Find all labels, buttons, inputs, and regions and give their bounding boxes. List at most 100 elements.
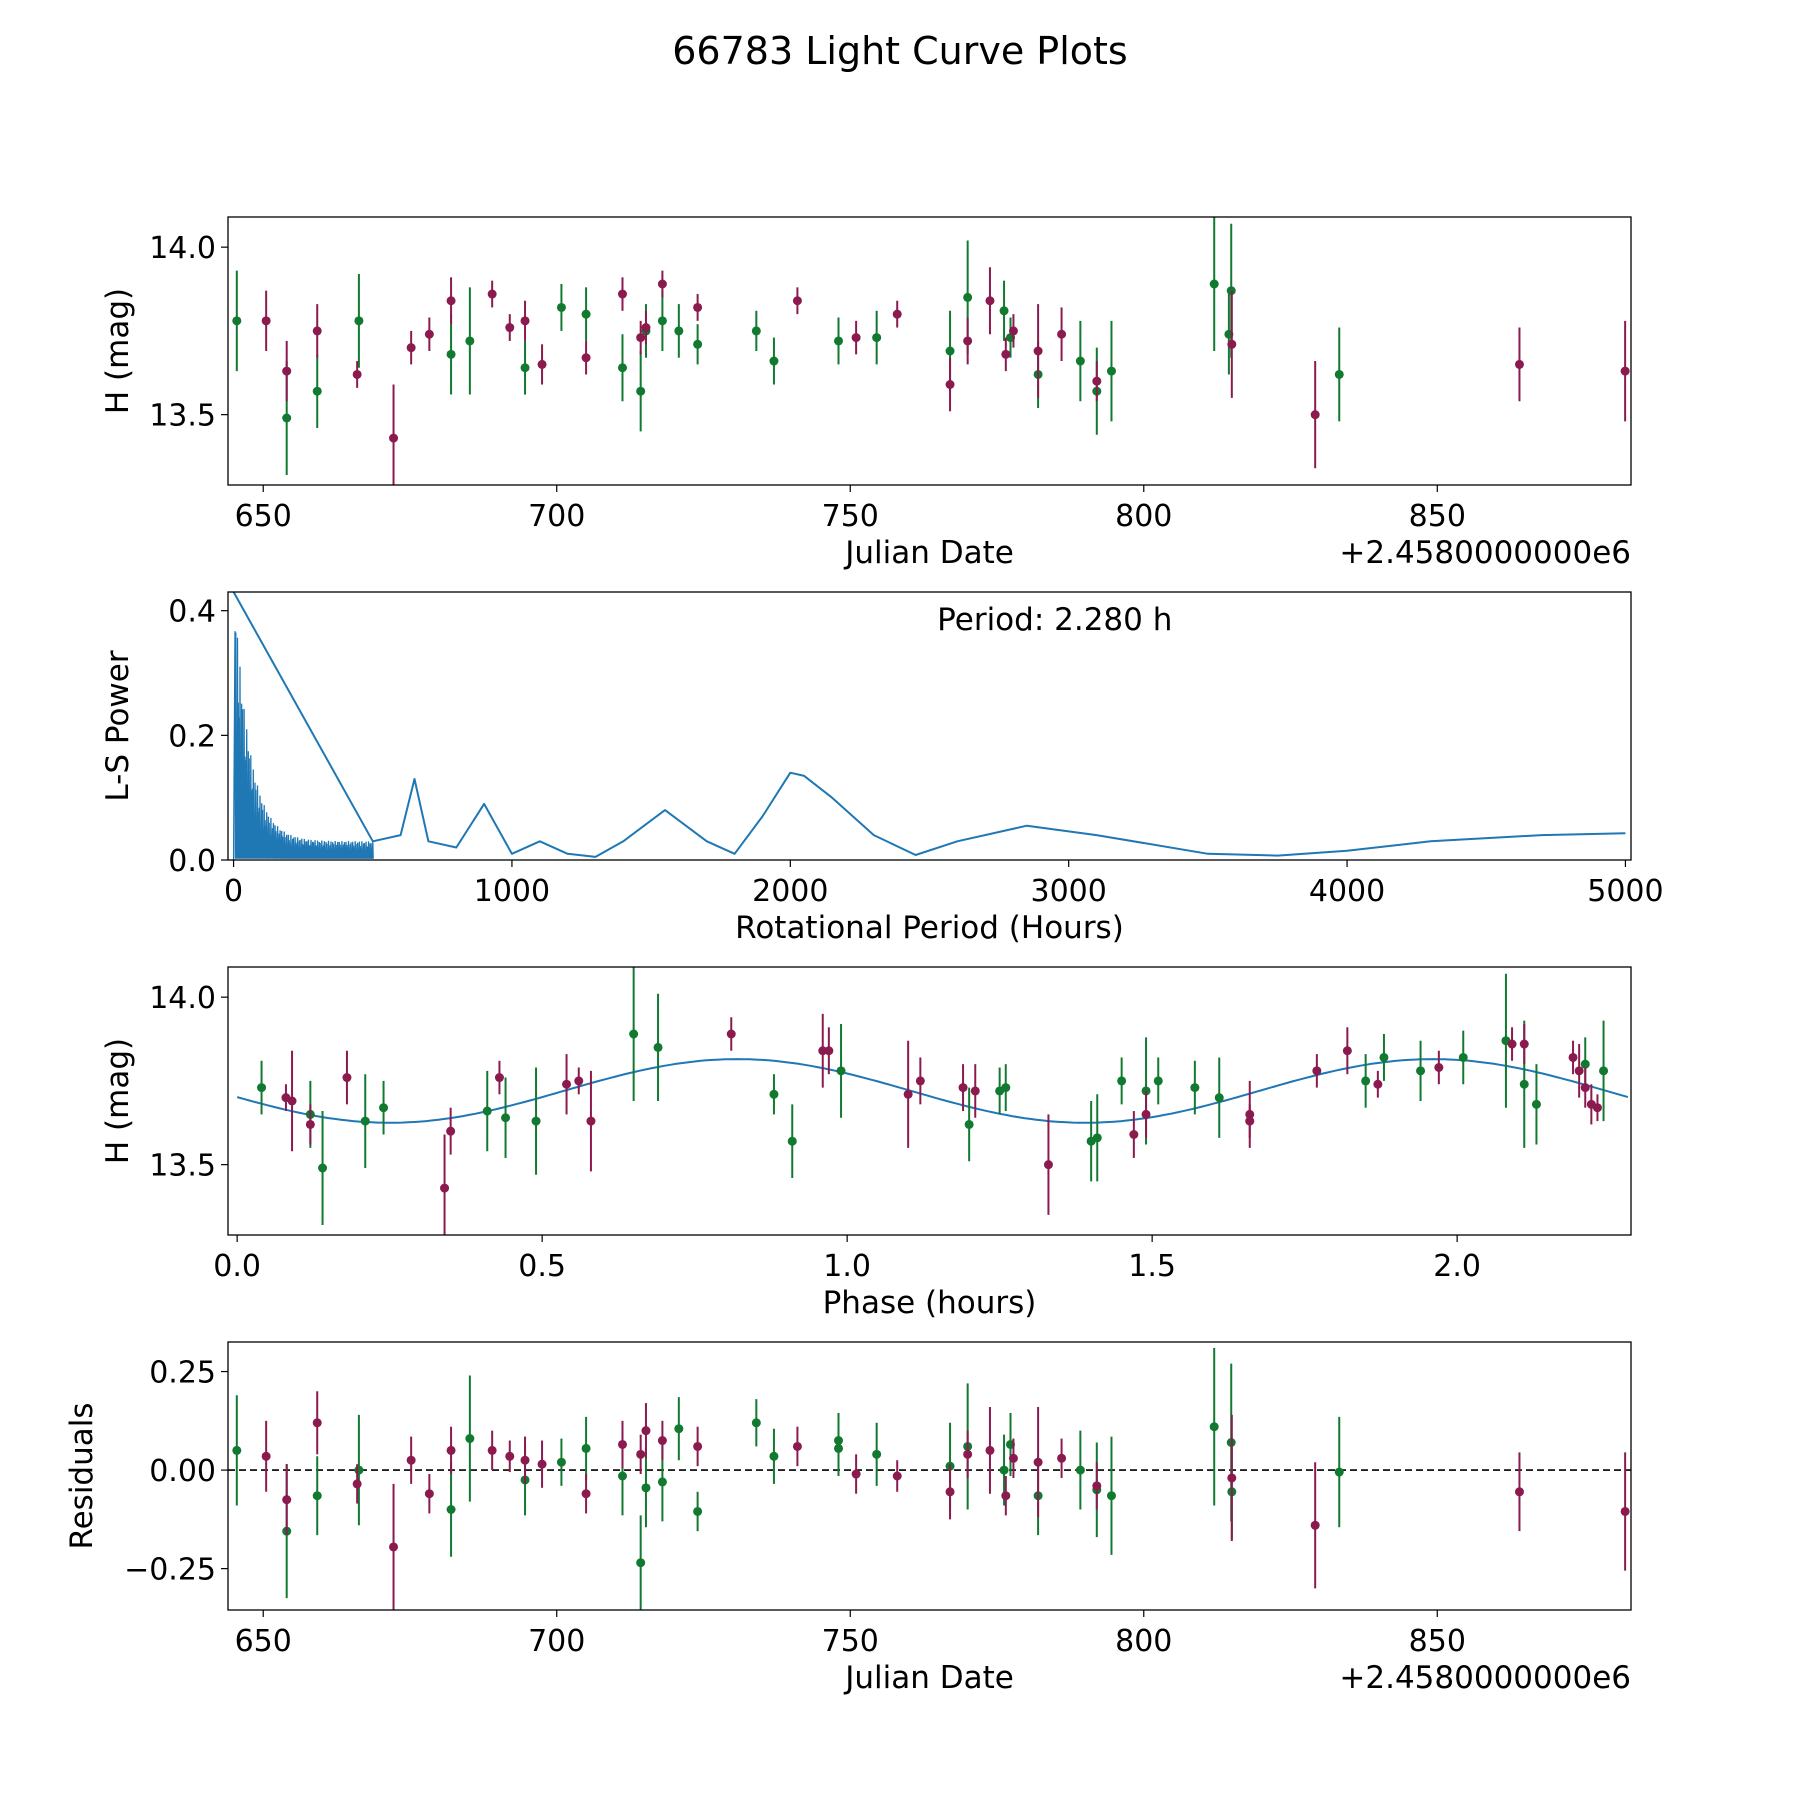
data-point xyxy=(1310,1520,1320,1530)
data-point xyxy=(872,1449,882,1459)
data-point xyxy=(1092,1481,1102,1491)
x-tick-label: 5000 xyxy=(1587,874,1663,909)
data-point xyxy=(1620,1506,1630,1516)
data-point xyxy=(1209,279,1219,289)
data-point xyxy=(424,329,434,339)
x-tick-label: 650 xyxy=(235,499,292,534)
data-point xyxy=(892,1471,902,1481)
data-point xyxy=(1106,366,1116,376)
x-tick-label: 700 xyxy=(528,1624,585,1659)
y-tick-label: 0.25 xyxy=(149,1356,216,1391)
data-point xyxy=(945,380,955,389)
data-point xyxy=(915,1076,925,1086)
data-point xyxy=(834,336,844,346)
data-point xyxy=(446,349,456,359)
data-point xyxy=(1507,1039,1517,1049)
x-tick-label: 750 xyxy=(822,1624,879,1659)
data-point xyxy=(792,296,802,306)
data-point xyxy=(963,1449,973,1459)
data-point xyxy=(1334,369,1344,379)
data-point xyxy=(537,359,547,369)
axes-frame xyxy=(227,966,1632,1236)
data-point xyxy=(446,1126,456,1136)
data-point xyxy=(641,1483,651,1493)
data-point xyxy=(657,1477,667,1487)
data-point xyxy=(1075,356,1085,366)
y-axis-label: Residuals xyxy=(64,1402,100,1549)
data-point xyxy=(1001,1491,1011,1501)
data-point xyxy=(963,336,973,346)
series-purple xyxy=(261,1391,1630,1610)
data-point xyxy=(657,316,667,326)
x-tick-label: 800 xyxy=(1115,499,1172,534)
data-point xyxy=(232,1445,242,1455)
data-point xyxy=(312,326,322,336)
data-point xyxy=(1227,1473,1237,1483)
data-point xyxy=(751,1418,761,1428)
plot-area xyxy=(228,1347,1631,1610)
data-point xyxy=(1416,1066,1426,1076)
y-tick-label: −0.25 xyxy=(124,1553,216,1588)
data-point xyxy=(1514,1487,1524,1497)
data-point xyxy=(636,333,646,343)
data-point xyxy=(1531,1099,1541,1109)
data-point xyxy=(505,323,515,333)
data-point xyxy=(1519,1039,1529,1049)
data-point xyxy=(352,369,362,379)
data-point xyxy=(354,316,364,326)
data-point xyxy=(1568,1052,1578,1062)
data-point xyxy=(1574,1066,1584,1076)
data-point xyxy=(406,343,416,353)
plot-area xyxy=(232,217,1630,485)
data-point xyxy=(851,1469,861,1479)
data-point xyxy=(446,296,456,306)
data-point xyxy=(693,1441,703,1451)
data-point xyxy=(556,1457,566,1467)
data-point xyxy=(945,346,955,356)
data-point xyxy=(1008,1453,1018,1463)
data-point xyxy=(999,1465,1009,1475)
x-tick-label: 2000 xyxy=(752,874,828,909)
x-axis-label: Phase (hours) xyxy=(823,1285,1037,1321)
data-point xyxy=(1106,1491,1116,1501)
panel-phased-curve: 0.0 0.5 1.0 1.5 2.0 13.5 14.0 Phase (hours) H (m… xyxy=(100,966,1632,1321)
data-point xyxy=(1092,1133,1102,1143)
data-point xyxy=(1001,349,1011,359)
data-point xyxy=(531,1116,541,1126)
data-point xyxy=(1141,1109,1151,1119)
data-point xyxy=(581,309,591,319)
data-point xyxy=(653,1042,663,1052)
data-point xyxy=(505,1451,515,1461)
x-tick-label: 650 xyxy=(235,1624,292,1659)
data-point xyxy=(792,1441,802,1451)
data-point xyxy=(617,1439,627,1449)
fit-curve xyxy=(236,1058,1629,1124)
data-point xyxy=(1057,329,1067,339)
data-point xyxy=(581,353,591,363)
data-point xyxy=(574,1076,584,1086)
x-tick-label: 1.5 xyxy=(1128,1249,1176,1284)
data-point xyxy=(360,1116,370,1126)
data-point xyxy=(1214,1093,1224,1103)
x-axis-label: Julian Date xyxy=(843,1660,1014,1696)
data-point xyxy=(1342,1046,1352,1056)
periodogram-spikes xyxy=(232,631,374,860)
data-point xyxy=(958,1083,968,1093)
data-point xyxy=(446,1445,456,1455)
data-point xyxy=(261,316,271,326)
data-point xyxy=(440,1183,450,1193)
y-tick-label: 0.4 xyxy=(168,595,216,630)
data-point xyxy=(1434,1063,1444,1072)
data-point xyxy=(1190,1083,1200,1093)
data-point xyxy=(985,296,995,306)
data-point xyxy=(970,1086,980,1096)
data-point xyxy=(945,1487,955,1497)
data-point xyxy=(836,1066,846,1076)
data-point xyxy=(1334,1467,1344,1477)
data-point xyxy=(1379,1052,1389,1062)
data-point xyxy=(1519,1079,1529,1089)
y-tick-label: 14.0 xyxy=(149,981,216,1016)
data-point xyxy=(1312,1066,1322,1076)
data-point xyxy=(1001,1083,1011,1093)
data-point xyxy=(769,1089,779,1099)
